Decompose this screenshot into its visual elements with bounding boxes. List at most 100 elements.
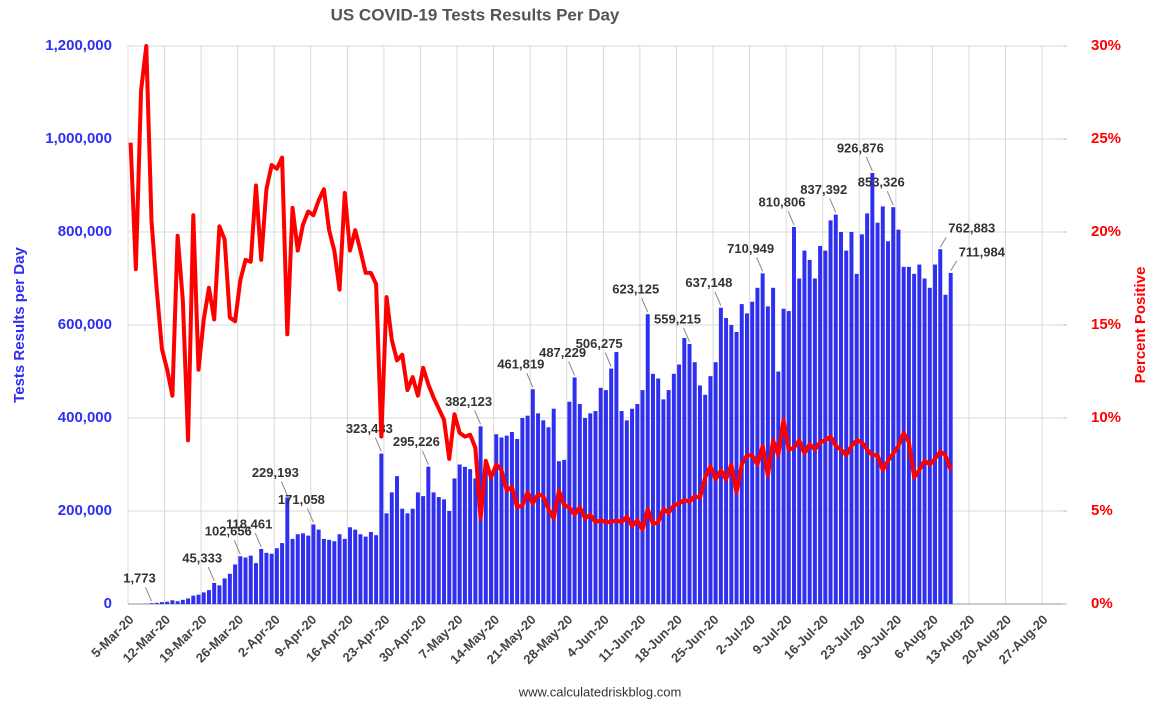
bar [703,394,708,604]
bar [718,307,723,604]
leader-line [787,210,795,226]
bar [191,595,196,604]
bar [603,390,608,604]
bar [750,301,755,604]
bar [828,220,833,604]
bar [687,343,692,604]
y2-axis-label: Percent Positive [1132,267,1149,384]
y2-tick-label: 5% [1091,502,1113,519]
leader-line [254,532,262,548]
bar [802,250,807,604]
bar [833,214,838,604]
bar [405,513,410,604]
bar [572,377,577,604]
bar [368,531,373,604]
bar [682,338,687,604]
bar [212,582,217,604]
bar [473,478,478,604]
bar [614,351,619,604]
leader-line [145,586,152,602]
bar [358,534,363,604]
bar [201,592,206,604]
bar [431,492,436,604]
bar [922,278,927,604]
bar [186,598,191,604]
y-tick-label: 800,000 [58,223,112,240]
bar [306,535,311,604]
value-label: 118,461 [226,516,272,531]
value-label: 45,333 [182,550,222,565]
bar [332,541,337,604]
bar [713,362,718,604]
bar [421,496,426,604]
bar [206,590,211,604]
bar [248,555,253,604]
bar [765,306,770,604]
bar [739,304,744,604]
bar [483,464,488,604]
leader-line [939,237,947,248]
value-label: 637,148 [685,275,732,290]
y2-tick-label: 0% [1091,595,1113,612]
bar [865,213,870,604]
bar [886,241,890,605]
bar [609,368,614,604]
leader-line [421,450,429,465]
leader-line [950,260,958,272]
bar [577,404,582,604]
bar [619,411,624,604]
bar [353,529,358,604]
leader-line [233,540,241,555]
bar [593,411,598,604]
bar [525,415,530,604]
bar [494,434,499,604]
bar [415,492,420,604]
bar [462,466,467,604]
value-label: 623,125 [612,282,659,297]
y-tick-label: 200,000 [58,502,112,519]
bar [316,529,321,604]
bar [640,390,645,604]
x-tick-label: 2-Jul-20 [713,612,758,657]
bar [624,420,629,604]
bar [468,469,473,604]
bar [844,250,849,604]
bar [154,602,159,604]
bar [374,535,379,604]
value-label: 559,215 [654,311,701,326]
value-label: 102,656 [205,524,252,539]
bar [818,245,823,604]
bar [337,534,342,604]
bar [290,538,295,604]
value-label: 837,392 [800,182,847,197]
bar [301,533,305,604]
bar [457,464,462,604]
bar [598,387,603,604]
source: www.calculatedriskblog.com [518,684,682,699]
leader-line [306,508,314,523]
bar [348,527,352,604]
bar [175,601,180,604]
y-tick-label: 1,000,000 [45,130,112,147]
bar [389,492,394,604]
bar [812,278,817,604]
bar [280,543,285,604]
bar [363,536,368,604]
leader-line [474,410,482,425]
bar [708,376,713,604]
bar [274,548,279,604]
bar [792,226,796,604]
bar [165,601,170,604]
leader-line [604,352,612,367]
bar [933,264,938,604]
bar [520,418,525,604]
bar [583,418,588,604]
bar [546,427,551,604]
bar [530,389,535,604]
y-tick-label: 0 [104,595,112,612]
bar [499,437,504,604]
value-label: 810,806 [758,194,805,209]
value-label: 461,819 [497,357,544,372]
bar [342,538,347,604]
leader-line [526,373,534,388]
